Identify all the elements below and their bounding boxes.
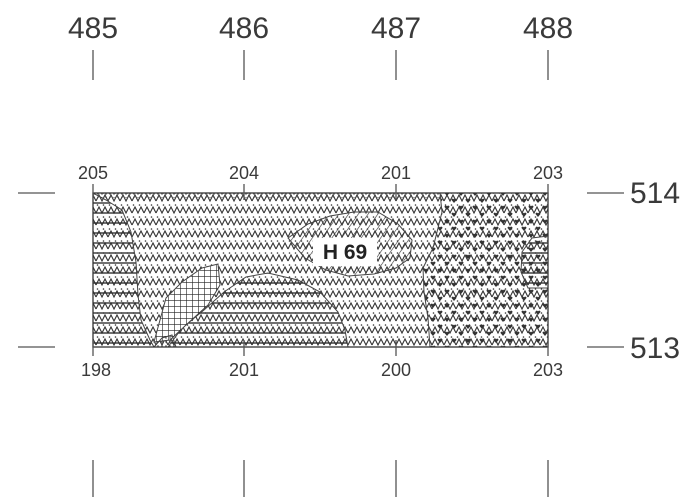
grid-label-y-513: 513 <box>630 332 680 365</box>
feature-label: H 69 <box>323 241 367 264</box>
top-elevation-3: 201 <box>381 163 411 183</box>
top-elevation-2: 204 <box>229 163 259 183</box>
grid-label-y-514: 514 <box>630 177 680 210</box>
grid-label-x-487: 487 <box>371 12 421 45</box>
section-frame <box>92 192 549 348</box>
grid-label-x-485: 485 <box>68 12 118 45</box>
bottom-elevation-4: 203 <box>533 360 563 380</box>
top-elevation-1: 205 <box>78 163 108 183</box>
feature-label-background <box>313 238 377 266</box>
layer-top-band <box>93 193 440 198</box>
layer-crosshatch <box>153 263 221 343</box>
section-profile <box>92 192 549 348</box>
bottom-elevation-3: 200 <box>381 360 411 380</box>
grid-label-x-488: 488 <box>523 12 573 45</box>
bottom-elevation-1: 198 <box>81 360 111 380</box>
bottom-elevation-2: 201 <box>229 360 259 380</box>
layer-bottom-horizontal <box>167 272 349 348</box>
grid-label-x-486: 486 <box>219 12 269 45</box>
top-elevation-4: 203 <box>533 163 563 183</box>
